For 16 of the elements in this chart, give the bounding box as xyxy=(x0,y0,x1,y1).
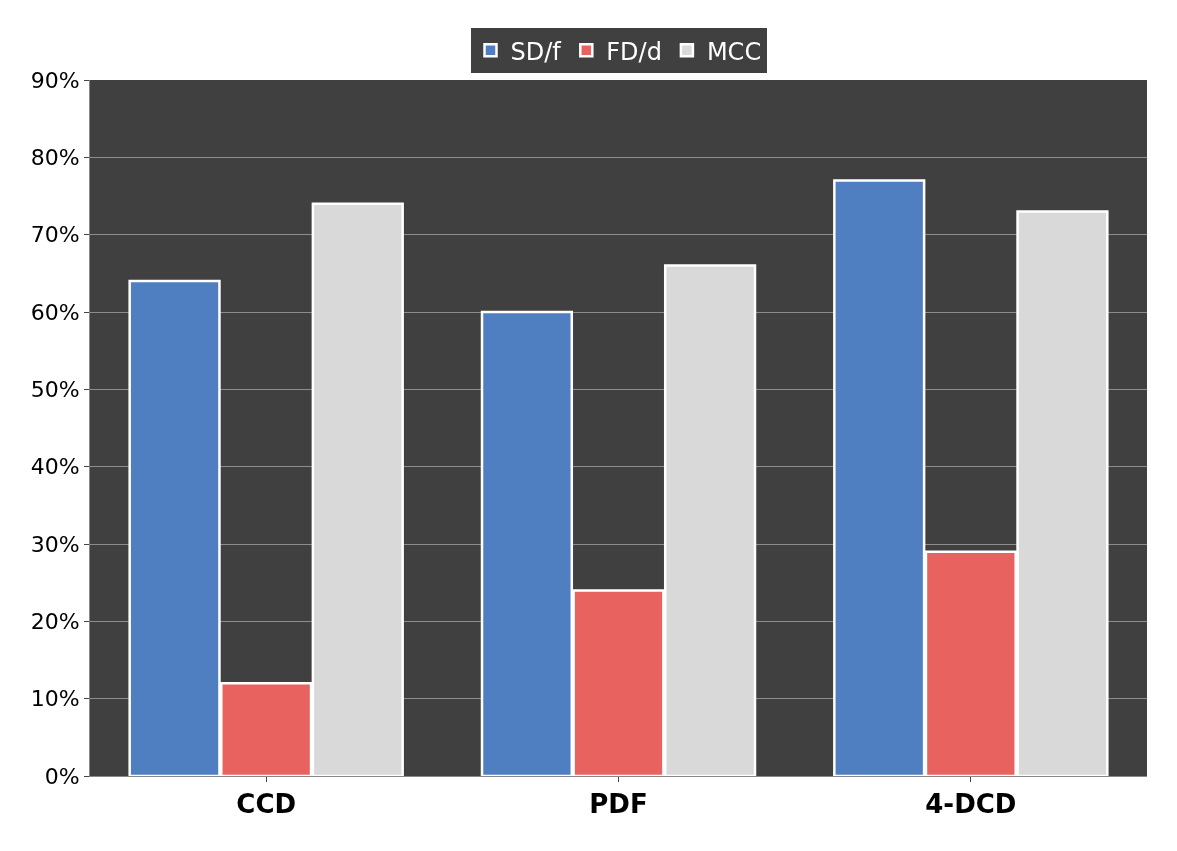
x-tick-label: PDF xyxy=(589,789,648,820)
legend-label: SD/f xyxy=(510,37,562,66)
y-tick-label: 90% xyxy=(30,67,80,93)
y-tick-label: 30% xyxy=(30,531,80,557)
y-tick-label: 20% xyxy=(30,609,80,635)
y-tick-label: 10% xyxy=(30,686,80,712)
y-tick-label: 70% xyxy=(30,222,80,248)
y-tick-label: 60% xyxy=(30,299,80,325)
y-tick-label: 40% xyxy=(30,454,80,480)
legend-label: MCC xyxy=(706,37,762,66)
y-tick-label: 50% xyxy=(30,377,80,403)
x-tick-label: 4-DCD xyxy=(925,789,1017,820)
legend-label: FD/d xyxy=(606,37,662,66)
x-tick-label: CCD xyxy=(236,789,297,820)
y-tick-label: 80% xyxy=(30,145,80,171)
y-tick-label: 0% xyxy=(44,763,80,789)
